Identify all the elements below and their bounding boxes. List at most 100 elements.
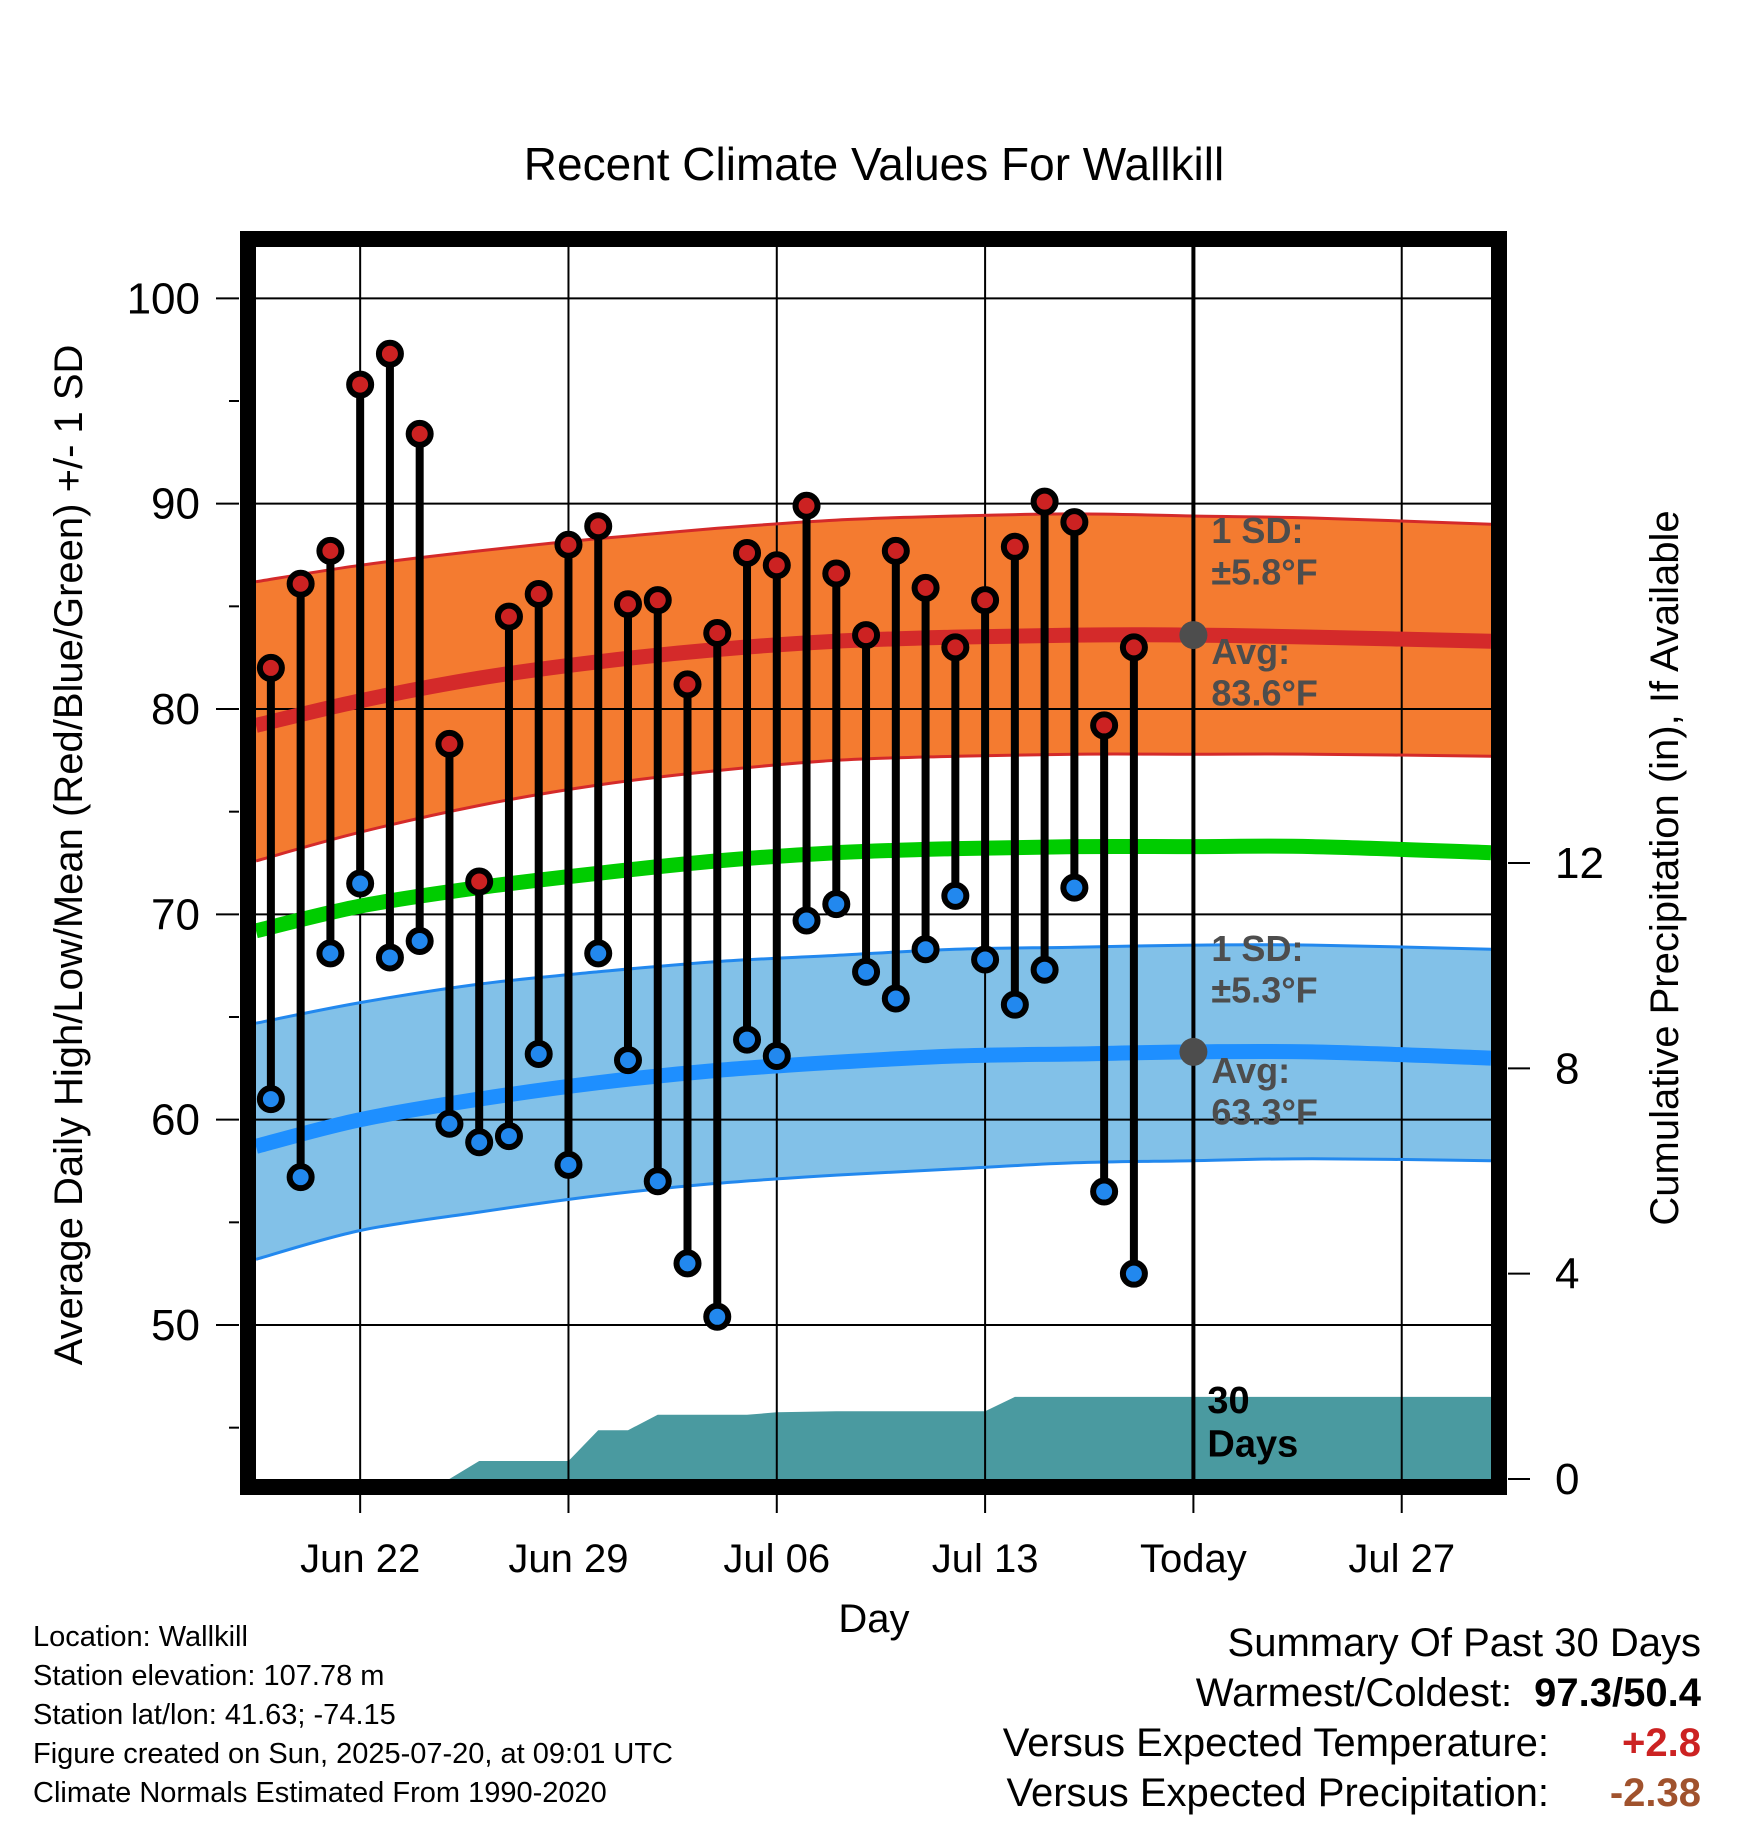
daily-low-point [762, 1042, 791, 1071]
daily-high-point [494, 602, 523, 631]
daily-low-point [286, 1163, 315, 1192]
y2-tick-label: 8 [1555, 1044, 1579, 1093]
y-axis-label: Average Daily High/Low/Mean (Red/Blue/Gr… [47, 345, 91, 1366]
chart-title: Recent Climate Values For Wallkill [524, 138, 1224, 190]
daily-low-point [941, 881, 970, 910]
daily-low-point [1090, 1177, 1119, 1206]
y-tick-label: 60 [151, 1096, 200, 1145]
summary-warm-cold-value: 97.3/50.4 [1534, 1671, 1701, 1715]
daily-low-point [1000, 990, 1029, 1019]
grid-layer [256, 247, 1491, 1479]
daily-low-point [971, 945, 1000, 974]
daily-high-point [465, 867, 494, 896]
daily-low-point [1119, 1259, 1148, 1288]
plot-frame [240, 231, 1507, 1495]
axes-layer: 50 60 70 80 90 100 0 4 8 12 Jun 22 Jun 29 Jul 06 Jul … [127, 231, 1604, 1581]
daily-high-point [524, 580, 553, 609]
low-sd-annotation: 1 SD: ±5.3°F [1211, 928, 1317, 1010]
precipitation-area [256, 1396, 1491, 1479]
station-info: Location: Wallkill Station elevation: 10… [33, 1618, 673, 1813]
daily-high-point [286, 569, 315, 598]
summary-warm-cold-row: Warmest/Coldest: 97.3/50.4 [1003, 1668, 1701, 1718]
daily-high-point [1119, 633, 1148, 662]
daily-high-point [733, 538, 762, 567]
y2-tick-label: 0 [1555, 1455, 1579, 1504]
daily-low-point [822, 890, 851, 919]
days-label: 30 Days [1207, 1380, 1298, 1466]
mean-normal-line [254, 838, 1492, 939]
y-tick-label: 90 [151, 480, 200, 529]
y-tick-label: 50 [151, 1301, 200, 1350]
summary-panel: Summary Of Past 30 Days Warmest/Coldest:… [1003, 1618, 1701, 1818]
daily-low-point [316, 939, 345, 968]
daily-low-point [405, 927, 434, 956]
y2-axis-label: Cumulative Precipitation (in), If Availa… [1643, 510, 1687, 1225]
summary-temp-row: Versus Expected Temperature: +2.8 [1003, 1718, 1701, 1768]
daily-high-point [316, 536, 345, 565]
low-sd-lower-edge [255, 1157, 1492, 1261]
daily-low-point [465, 1128, 494, 1157]
daily-high-point [822, 559, 851, 588]
daily-high-point [673, 670, 702, 699]
daily-low-point [1030, 955, 1059, 984]
daily-high-point [852, 621, 881, 650]
x-tick-label: Jul 06 [723, 1537, 830, 1581]
daily-high-point [613, 590, 642, 619]
low-avg-marker [1179, 1037, 1208, 1066]
daily-low-point [375, 943, 404, 972]
daily-high-point [941, 633, 970, 662]
daily-high-point [703, 619, 732, 648]
y-tick-label: 80 [151, 685, 200, 734]
summary-temp-value: +2.8 [1622, 1721, 1701, 1765]
daily-low-point [524, 1039, 553, 1068]
daily-high-point [1060, 508, 1089, 537]
daily-high-point [584, 512, 613, 541]
daily-high-point [1000, 532, 1029, 561]
summary-warm-cold-label: Warmest/Coldest: [1195, 1671, 1513, 1715]
daily-high-point [1090, 711, 1119, 740]
x-tick-label: Jun 29 [508, 1537, 628, 1581]
daily-low-point [852, 957, 881, 986]
daily-high-point [792, 491, 821, 520]
daily-low-point [703, 1302, 732, 1331]
daily-low-point [584, 939, 613, 968]
x-tick-label: Today [1140, 1537, 1247, 1581]
x-tick-label: Jul 27 [1348, 1537, 1455, 1581]
daily-low-point [1060, 873, 1089, 902]
info-elevation: Station elevation: 107.78 m [33, 1660, 385, 1692]
x-tick-label: Jul 13 [932, 1537, 1039, 1581]
info-latlon: Station lat/lon: 41.63; -74.15 [33, 1699, 396, 1731]
daily-high-point [435, 729, 464, 758]
low-avg-annotation: Avg: 63.3°F [1211, 1050, 1317, 1132]
summary-heading: Summary Of Past 30 Days [1227, 1621, 1701, 1665]
daily-low-point [911, 935, 940, 964]
y-tick-label: 100 [127, 274, 200, 323]
summary-precip-row: Versus Expected Precipitation: -2.38 [1003, 1768, 1701, 1818]
daily-low-point [643, 1167, 672, 1196]
daily-high-point [375, 339, 404, 368]
daily-low-point [256, 1085, 285, 1114]
y2-tick-label: 12 [1555, 839, 1604, 888]
daily-low-point [792, 906, 821, 935]
daily-high-point [346, 370, 375, 399]
info-normals: Climate Normals Estimated From 1990-2020 [33, 1777, 607, 1809]
daily-high-point [971, 586, 1000, 615]
summary-precip-label: Versus Expected Precipitation: [1006, 1771, 1549, 1815]
daily-low-point [494, 1122, 523, 1151]
info-location: Location: Wallkill [33, 1621, 248, 1653]
y2-tick-label: 4 [1555, 1250, 1579, 1299]
annotation-layer: 1 SD: ±5.8°F Avg: 83.6°F 1 SD: ±5.3°F Avg: 63.3… [1179, 510, 1318, 1466]
high-sd-annotation: 1 SD: ±5.8°F [1211, 510, 1317, 592]
daily-high-point [762, 551, 791, 580]
marks-layer [256, 339, 1148, 1331]
daily-high-point [881, 536, 910, 565]
daily-low-point [673, 1249, 702, 1278]
summary-temp-label: Versus Expected Temperature: [1002, 1721, 1549, 1765]
daily-high-point [554, 530, 583, 559]
daily-low-point [881, 984, 910, 1013]
daily-high-point [256, 653, 285, 682]
daily-low-point [554, 1150, 583, 1179]
daily-low-point [733, 1025, 762, 1054]
high-avg-annotation: Avg: 83.6°F [1211, 631, 1317, 713]
